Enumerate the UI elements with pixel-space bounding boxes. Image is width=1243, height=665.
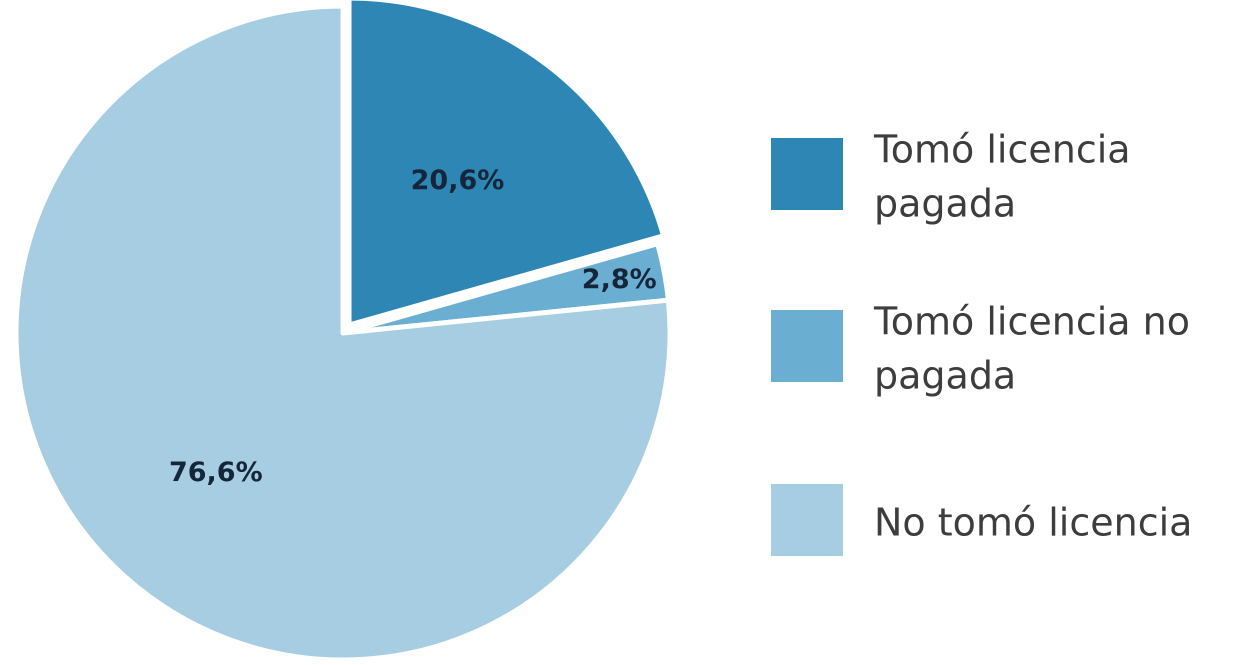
pie-slice-label-2: 2,8% (582, 264, 657, 295)
legend-swatch-2 (771, 310, 843, 382)
slices-layer (13, 0, 673, 663)
legend-item-3: No tomó licencia (771, 484, 1192, 556)
legend-label-2-line-1: Tomó licencia no (873, 300, 1190, 344)
pie-slice-label-3: 76,6% (169, 457, 263, 488)
legend-label-1-line-1: Tomó licencia (873, 128, 1131, 172)
legend-label-1-line-2: pagada (874, 182, 1016, 226)
legend-label-3-line-1: No tomó licencia (874, 501, 1192, 545)
legend-item-1: Tomó licencia pagada (771, 128, 1131, 226)
slice-labels-layer: 20,6% 2,8% 76,6% (169, 165, 657, 488)
legend-label-2-line-2: pagada (874, 354, 1016, 398)
legend-swatch-1 (771, 138, 843, 210)
pie-slice-3 (13, 3, 673, 663)
pie-slice-1 (346, 0, 667, 328)
legend-swatch-3 (771, 484, 843, 556)
legend-item-2: Tomó licencia no pagada (771, 300, 1190, 398)
pie-slice-label-1: 20,6% (411, 165, 505, 196)
legend: Tomó licencia pagada Tomó licencia no pagad… (771, 128, 1192, 556)
